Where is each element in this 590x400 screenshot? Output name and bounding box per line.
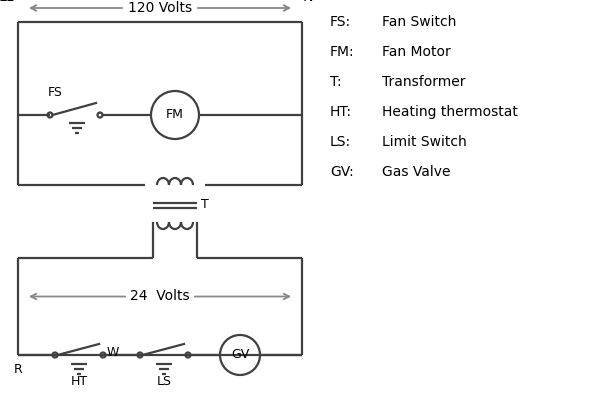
Text: FS:: FS: [330, 15, 351, 29]
Text: W: W [107, 346, 119, 360]
Text: T: T [201, 198, 209, 212]
Text: R: R [14, 363, 22, 376]
Text: Fan Motor: Fan Motor [382, 45, 451, 59]
Text: 120 Volts: 120 Volts [128, 1, 192, 15]
Text: 24  Volts: 24 Volts [130, 290, 190, 304]
Text: FS: FS [48, 86, 63, 99]
Text: GV: GV [231, 348, 249, 362]
Text: GV:: GV: [330, 165, 354, 179]
Text: Limit Switch: Limit Switch [382, 135, 467, 149]
Text: Gas Valve: Gas Valve [382, 165, 451, 179]
Text: Heating thermostat: Heating thermostat [382, 105, 518, 119]
Text: HT: HT [70, 375, 87, 388]
Text: HT:: HT: [330, 105, 352, 119]
Text: Fan Switch: Fan Switch [382, 15, 457, 29]
Text: N: N [304, 0, 314, 4]
Text: FM:: FM: [330, 45, 355, 59]
Text: Transformer: Transformer [382, 75, 466, 89]
Text: T:: T: [330, 75, 342, 89]
Text: LS:: LS: [330, 135, 351, 149]
Text: FM: FM [166, 108, 184, 122]
Text: LS: LS [156, 375, 172, 388]
Text: L1: L1 [0, 0, 16, 4]
